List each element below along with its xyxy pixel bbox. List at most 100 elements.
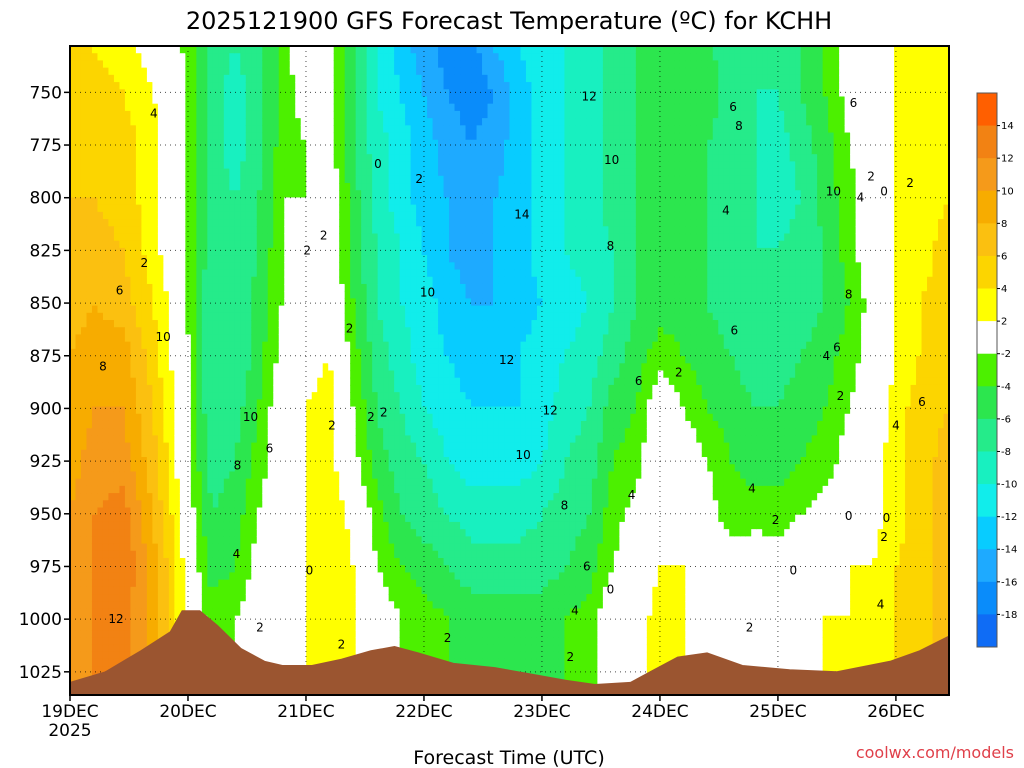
heatmap-cell: [113, 464, 121, 473]
heatmap-cell: [201, 377, 208, 386]
heatmap-cell: [75, 529, 82, 537]
heatmap-cell: [344, 327, 351, 336]
heatmap-cell: [317, 637, 324, 646]
heatmap-cell: [108, 543, 115, 552]
heatmap-cell: [366, 190, 373, 199]
heatmap-cell: [207, 507, 214, 516]
heatmap-cell: [157, 514, 164, 523]
heatmap-cell: [289, 175, 296, 184]
heatmap-cell: [223, 219, 230, 227]
heatmap-cell: [102, 233, 110, 242]
heatmap-cell: [333, 305, 340, 314]
heatmap-cell: [366, 334, 373, 343]
heatmap-cell: [267, 89, 274, 98]
heatmap-cell: [240, 118, 247, 126]
heatmap-cell: [306, 247, 313, 256]
heatmap-cell: [113, 363, 121, 372]
heatmap-cell: [372, 377, 379, 386]
heatmap-cell: [366, 348, 373, 357]
heatmap-cell: [135, 579, 143, 588]
heatmap-cell: [311, 363, 318, 372]
heatmap-cell: [97, 74, 104, 83]
heatmap-cell: [300, 565, 307, 574]
heatmap-cell: [350, 644, 357, 653]
heatmap-cell: [97, 204, 104, 213]
heatmap-cell: [179, 118, 186, 126]
heatmap-cell: [70, 485, 77, 494]
heatmap-cell: [251, 175, 258, 184]
heatmap-cell: [333, 46, 340, 54]
heatmap-cell: [267, 565, 274, 574]
heatmap-cell: [289, 413, 296, 422]
heatmap-cell: [300, 190, 307, 199]
heatmap-cell: [223, 298, 230, 307]
heatmap-cell: [75, 175, 82, 184]
heatmap-cell: [163, 125, 170, 134]
heatmap-cell: [196, 320, 203, 328]
heatmap-cell: [344, 46, 351, 54]
heatmap-cell: [328, 103, 335, 112]
heatmap-cell: [218, 89, 225, 98]
heatmap-cell: [141, 478, 148, 487]
heatmap-cell: [218, 442, 225, 451]
heatmap-cell: [86, 305, 93, 314]
heatmap-cell: [185, 334, 192, 343]
heatmap-cell: [311, 550, 318, 559]
heatmap-cell: [350, 543, 357, 552]
heatmap-cell: [75, 183, 82, 191]
heatmap-cell: [135, 197, 143, 206]
heatmap-cell: [240, 457, 247, 465]
heatmap-cell: [157, 60, 164, 69]
heatmap-cell: [86, 125, 93, 134]
heatmap-cell: [70, 53, 77, 62]
heatmap-cell: [108, 370, 115, 379]
heatmap-cell: [328, 363, 335, 372]
heatmap-cell: [185, 500, 192, 509]
heatmap-cell: [350, 190, 357, 199]
heatmap-cell: [75, 392, 82, 400]
heatmap-cell: [306, 651, 313, 660]
heatmap-cell: [207, 276, 214, 285]
heatmap-cell: [339, 67, 346, 76]
heatmap-cell: [333, 247, 340, 256]
heatmap-cell: [207, 550, 214, 559]
heatmap-cell: [240, 370, 247, 379]
heatmap-cell: [322, 442, 329, 451]
heatmap-cell: [223, 312, 230, 321]
heatmap-cell: [75, 320, 82, 328]
heatmap-cell: [163, 334, 170, 343]
heatmap-cell: [278, 67, 285, 76]
heatmap-cell: [366, 219, 373, 227]
heatmap-cell: [284, 161, 291, 170]
heatmap-cell: [146, 471, 153, 480]
heatmap-cell: [289, 291, 296, 299]
heatmap-cell: [201, 428, 208, 436]
heatmap-cell: [185, 399, 192, 408]
heatmap-cell: [278, 428, 285, 436]
heatmap-cell: [289, 651, 296, 660]
heatmap-cell: [190, 320, 197, 328]
heatmap-cell: [256, 139, 263, 148]
heatmap-cell: [256, 644, 263, 653]
heatmap-cell: [185, 384, 192, 393]
heatmap-cell: [174, 485, 181, 494]
heatmap-cell: [295, 658, 302, 667]
heatmap-cell: [119, 327, 126, 336]
heatmap-cell: [130, 406, 137, 415]
heatmap-cell: [295, 74, 302, 83]
heatmap-cell: [350, 255, 357, 263]
heatmap-cell: [174, 399, 181, 408]
heatmap-cell: [152, 247, 159, 256]
heatmap-cell: [179, 247, 186, 256]
heatmap-cell: [300, 507, 307, 516]
heatmap-cell: [245, 384, 252, 393]
heatmap-cell: [218, 471, 225, 480]
heatmap-cell: [86, 594, 93, 602]
heatmap-cell: [372, 320, 379, 328]
heatmap-cell: [130, 168, 137, 177]
heatmap-cell: [344, 594, 351, 602]
heatmap-cell: [124, 622, 132, 631]
heatmap-cell: [234, 384, 241, 393]
heatmap-cell: [366, 255, 373, 263]
heatmap-cell: [361, 82, 368, 90]
